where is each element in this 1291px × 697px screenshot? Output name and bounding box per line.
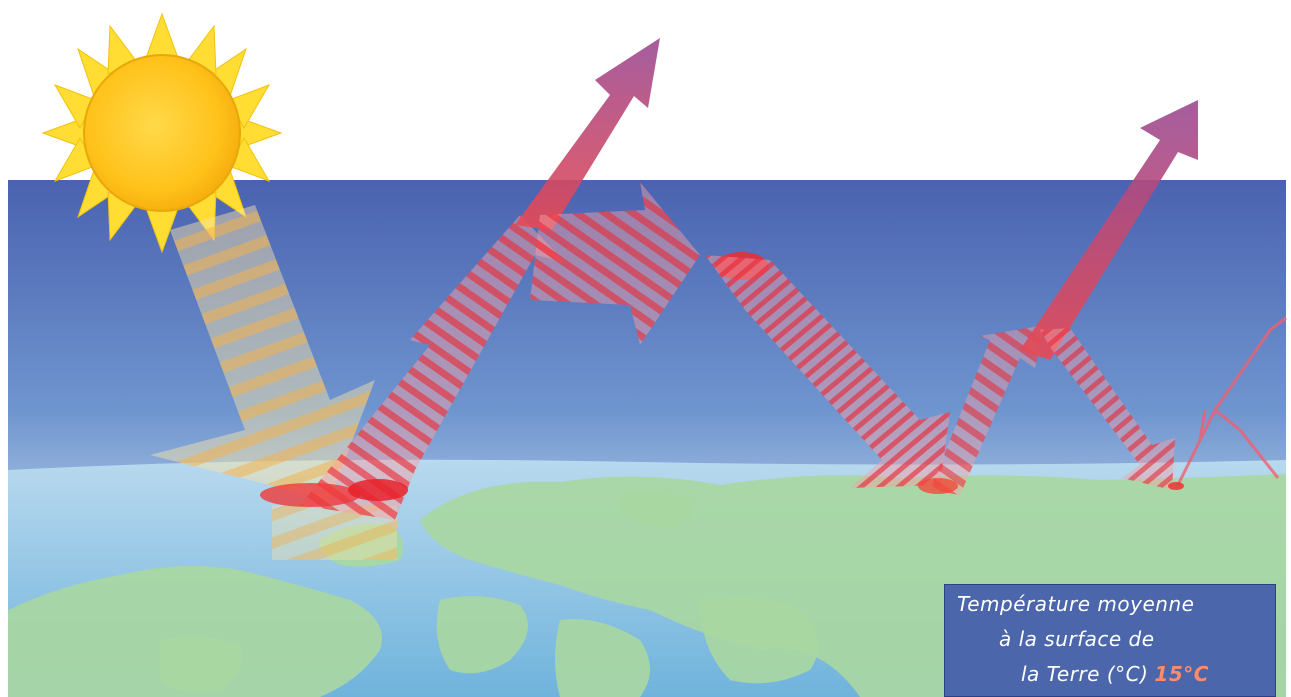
caption-line-2: à la surface de — [999, 627, 1155, 651]
surface-hotspot-2 — [348, 479, 408, 501]
infrared-back-radiation-arrow-2 — [1040, 328, 1175, 490]
surface-hotspot-1 — [260, 483, 360, 507]
infrared-arrow-horizontal — [530, 182, 700, 345]
surface-hotspot-4 — [1168, 482, 1184, 490]
infrared-escape-arrow-2 — [1020, 100, 1198, 360]
infrared-faint-arrows — [1176, 316, 1287, 486]
caption-line-3-text: la Terre (°C) — [1021, 662, 1149, 686]
caption-line-3: la Terre (°C) 15°C — [1021, 657, 1209, 691]
temperature-value: 15°C — [1154, 662, 1209, 686]
infrared-arrow-up-1 — [300, 215, 565, 520]
solar-radiation-arrow — [150, 205, 375, 500]
caption-line-1: Température moyenne — [957, 592, 1195, 616]
surface-hotspot-3 — [918, 478, 958, 494]
infrared-back-radiation-arrow — [705, 255, 950, 488]
infrared-arrow-up-2 — [930, 325, 1045, 495]
sun-icon — [41, 12, 283, 254]
infrared-escape-arrow-1 — [515, 38, 660, 230]
temperature-info-box: Température moyenne à la surface de la T… — [944, 584, 1276, 697]
